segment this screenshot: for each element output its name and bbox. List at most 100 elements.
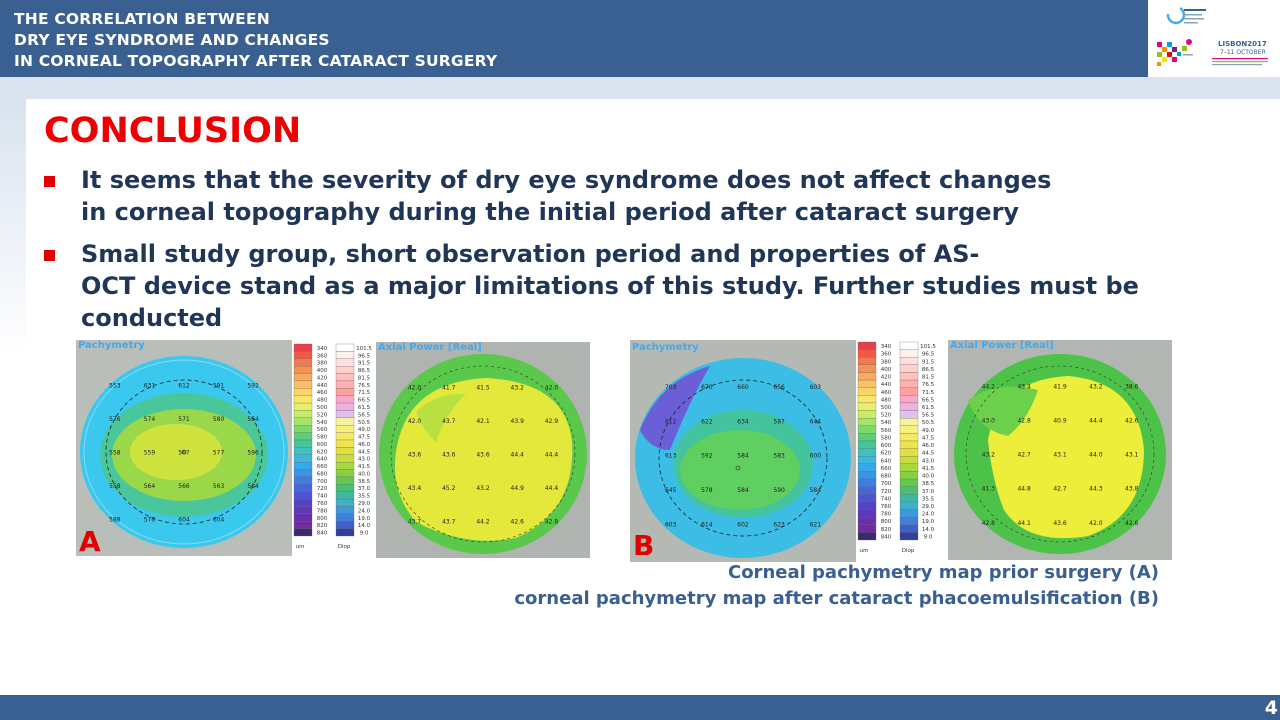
panel-a-pachymetry-map: 553 631 612 591 592 576 574 571 580 564 558 559 567 5… <box>76 340 292 556</box>
pachy-scale-swatch <box>293 521 313 529</box>
pachy-scale-label: 840 <box>881 534 892 540</box>
axial-scale-swatch <box>335 454 355 463</box>
panel-a-pachy-value: 576 <box>144 516 156 523</box>
axial-scale-swatch <box>899 357 919 365</box>
axial-scale-label: 61.5 <box>922 405 935 411</box>
panel-b-axial-value: 41.9 <box>1053 383 1067 390</box>
panel-a-pachy-value: 559 <box>144 449 156 456</box>
axial-scale-label: 50.5 <box>358 420 371 426</box>
panel-b-axial-value: 42.7 <box>1053 486 1067 493</box>
pachy-scale-label: 560 <box>317 427 328 433</box>
pachy-scale-label: 760 <box>881 504 892 510</box>
pachy-scale-label: 740 <box>881 496 892 502</box>
figure-caption-b: corneal pachymetry map after cataract ph… <box>514 588 1159 609</box>
section-heading: CONCLUSION <box>44 111 302 151</box>
pachy-scale-label: 440 <box>881 382 892 388</box>
axial-scale-swatch <box>335 366 355 374</box>
axial-scale-swatch <box>899 456 919 464</box>
pachy-scale-label: 360 <box>317 353 328 359</box>
panel-b-axial-value: 43.2 <box>982 452 996 459</box>
panel-b-pachy-value: 592 <box>701 453 713 460</box>
panel-b-axial-value: 43.4 <box>1017 383 1031 390</box>
pachy-scale-label: 360 <box>881 352 892 358</box>
panel-b-pachy-value: 612 <box>665 418 677 425</box>
pachy-scale-label: 600 <box>317 442 328 448</box>
panel-b-axial-value: 43.8 <box>1125 486 1139 493</box>
panel-b-axial-value: 43.1 <box>1125 452 1139 459</box>
axial-scale-label: 35.5 <box>922 496 935 502</box>
pachy-scale-swatch <box>857 349 877 358</box>
panel-a-letter: A <box>79 525 101 558</box>
axial-scale-label: 50.5 <box>922 420 935 426</box>
axial-scale-label: 96.5 <box>922 352 935 358</box>
pachy-scale-swatch <box>293 388 313 396</box>
panel-b-axial-value: 42.8 <box>982 520 996 527</box>
axial-scale-label: 41.5 <box>922 466 935 472</box>
panel-b-pachy-value: 590 <box>773 487 785 494</box>
panel-a-axial-value: 42.8 <box>545 518 559 525</box>
axial-scale-swatch <box>899 440 919 449</box>
axial-scale-swatch <box>899 395 919 404</box>
axial-scale-swatch <box>899 379 919 388</box>
panel-a-pachy-value: 566 <box>178 483 190 490</box>
pachy-scale-label: 700 <box>317 479 328 485</box>
panel-b-axial-value: 38.6 <box>1125 383 1139 390</box>
panel-a-pachy-value: 580 <box>213 416 225 423</box>
axial-scale-swatch <box>899 433 919 442</box>
page-number: 4 <box>1264 697 1278 719</box>
axial-scale-label: 91.5 <box>922 359 935 365</box>
pachy-scale-swatch <box>857 463 877 472</box>
pachy-scale-swatch <box>293 513 313 522</box>
axial-scale-swatch <box>899 341 919 350</box>
panel-a-axial-value: 41.7 <box>442 385 456 392</box>
pachy-scale-swatch <box>857 478 877 487</box>
pachy-scale-swatch <box>293 380 313 389</box>
panel-a-axial-value: 43.7 <box>408 518 422 525</box>
pachy-scale-swatch <box>293 366 313 374</box>
panel-a-axial-value: 43.9 <box>511 418 525 425</box>
axial-scale-label: 101.5 <box>356 346 372 352</box>
panel-a-pachy-value: 584 <box>247 483 259 490</box>
pachy-scale-label: 640 <box>881 458 892 464</box>
panel-a-pachy-value: 576 <box>109 416 121 423</box>
panel-b-axial-value: 44.4 <box>1089 418 1103 425</box>
pachy-scale-swatch <box>857 372 877 381</box>
panel-a-axial-value: 44.4 <box>545 485 559 492</box>
panel-b-pachy-value: 703 <box>665 384 677 391</box>
panel-b-pachy-value: 621 <box>810 521 822 528</box>
axial-scale-label: 19.0 <box>358 516 371 522</box>
pachy-scale-swatch <box>293 343 313 352</box>
pachy-scale-swatch <box>293 358 313 367</box>
pachy-scale-swatch <box>293 454 313 463</box>
pachy-scale-label: 560 <box>881 428 892 434</box>
panel-a-axial-value: 42.0 <box>408 385 422 392</box>
pachy-scale-swatch <box>293 484 313 492</box>
pachy-scale-label: 720 <box>317 486 328 492</box>
panel-a-pachy-value: 571 <box>178 416 190 423</box>
pachy-scale-label: 660 <box>317 464 328 470</box>
axial-scale-label: 61.5 <box>358 405 371 411</box>
panel-a-pachy-value: 553 <box>109 383 121 390</box>
pachy-scale-label: 460 <box>317 390 328 396</box>
panel-b-pachy-value: 584 <box>810 487 822 494</box>
pachy-scale-swatch <box>857 532 877 541</box>
pachy-scale-label: 660 <box>881 466 892 472</box>
axial-scale-swatch <box>335 506 355 514</box>
bullet-2-line-3: conducted <box>81 304 223 332</box>
axial-scale-label: 71.5 <box>358 390 371 396</box>
pachy-scale-swatch <box>293 373 313 382</box>
axial-scale-swatch <box>335 447 355 455</box>
panel-b-axial-value: 42.7 <box>1017 452 1031 459</box>
axial-scale-label: 44.5 <box>922 451 935 457</box>
axial-unit-label: Diop <box>902 548 915 554</box>
pachy-scale-swatch <box>857 433 877 442</box>
axial-scale-swatch <box>899 372 919 381</box>
pachy-scale-swatch <box>293 447 313 455</box>
panel-b-axial-value: 40.9 <box>1053 418 1067 425</box>
panel-b-axial-value: 42.8 <box>1017 418 1031 425</box>
panel-b-axial-value: 43.0 <box>982 418 996 425</box>
bullet-marker-2 <box>44 250 55 261</box>
axial-scale-swatch <box>335 469 355 478</box>
slide-title-line-2: DRY EYE SYNDROME AND CHANGES <box>14 31 330 49</box>
axial-scale-swatch <box>899 517 919 525</box>
